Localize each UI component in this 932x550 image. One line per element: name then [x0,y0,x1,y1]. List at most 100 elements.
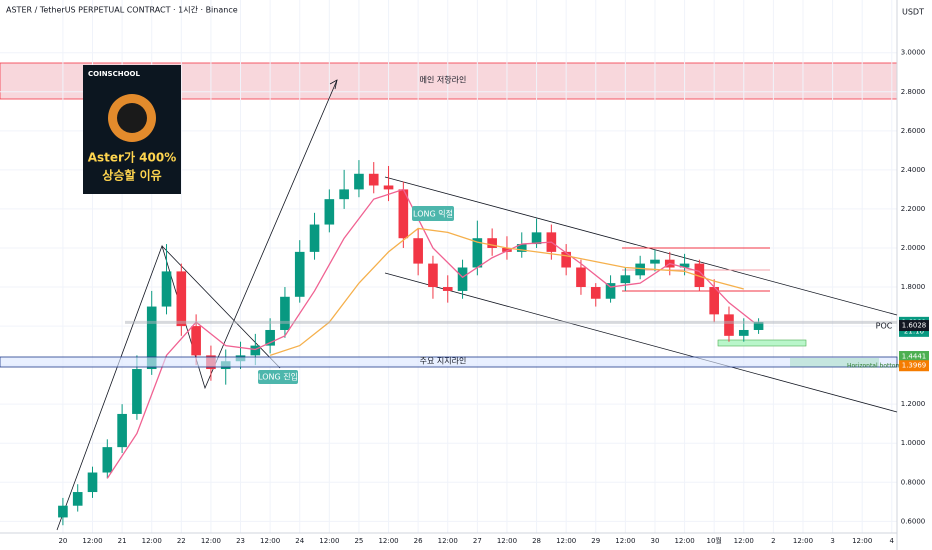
x-tick-label: 27 [473,537,482,545]
thumbnail-line2: 상승할 이유 [102,168,161,183]
x-tick-label: 3 [830,537,834,545]
x-tick-label: 22 [177,537,186,545]
x-tick-label: 12:00 [734,537,754,545]
x-tick-label: 12:00 [142,537,162,545]
candle-body [635,263,645,276]
x-tick-label: 12:00 [438,537,458,545]
entry-badge [258,370,298,384]
candle-body [58,505,68,518]
candle-body [605,283,616,299]
x-tick-label: 10월 [706,536,721,545]
x-tick-label: 30 [651,537,660,545]
y-tick-label: 0.6000 [901,517,926,525]
price-tag-label: 1.6028 [902,322,927,330]
x-tick-label: 12:00 [497,537,517,545]
candle-body [561,251,571,268]
candle-body [250,345,261,356]
thumbnail-logo-inner [117,103,147,133]
candle-body [502,247,512,252]
candle-body [265,329,275,346]
arrow-head [329,79,338,90]
support-label: 주요 지지라인 [420,356,467,366]
x-tick-label: 25 [354,537,363,545]
y-tick-label: 2.2000 [901,205,926,213]
candle-body [413,238,423,264]
candle-body [161,271,172,307]
price-tag-time: 21:10 [904,327,924,335]
candle-body [724,314,734,336]
channel-lower [384,272,898,413]
candle-body [132,369,142,414]
candle-body [709,287,719,315]
candle-body [738,329,749,336]
currency-label: USDT [902,8,924,17]
candle-body [354,173,364,190]
pattern-label: Horizontal bottom [847,363,901,370]
candle-body [694,263,705,288]
y-tick-label: 2.8000 [901,88,926,96]
candle-body [176,271,187,327]
x-tick-label: 12:00 [615,537,635,545]
x-tick-label: 21 [118,537,127,545]
candle-body [324,199,335,225]
candle-body [117,413,127,448]
y-tick-label: 3.0000 [901,49,926,57]
x-tick-label: 26 [414,537,423,545]
x-tick-label: 20 [58,537,67,545]
x-tick-label: 4 [890,537,895,545]
exit-label: LONG 익절 [413,209,453,219]
y-tick-label: 2.0000 [901,244,926,252]
poc-label: POC [876,322,893,331]
candle-body [87,472,98,493]
x-tick-label: 12:00 [319,537,339,545]
moving-average [269,227,744,356]
x-tick-label: 12:00 [260,537,280,545]
plot [58,160,897,526]
candle-body [428,263,438,288]
candle-body [294,251,305,297]
channel-upper [384,176,898,316]
candle-body [753,322,764,330]
moving-average [106,188,755,479]
y-tick-label: 2.6000 [901,127,926,135]
y-tick-label: 1.8000 [901,283,926,291]
x-tick-label: 12:00 [852,537,872,545]
thumbnail: COINSCHOOL Aster가 400% 상승할 이유 [83,65,181,194]
candle-body [191,326,201,356]
entry-label: LONG 진입 [258,372,298,382]
candle-body [679,263,690,268]
candle-body [383,185,394,190]
candle-body [590,287,601,299]
x-tick-label: 12:00 [82,537,102,545]
x-tick-label: 2 [771,537,775,545]
candle-body [620,275,631,284]
x-tick-label: 28 [532,537,541,545]
candle-body [650,259,660,264]
candle-body [487,238,497,248]
x-tick-label: 12:00 [556,537,576,545]
thumbnail-brand: COINSCHOOL [88,70,140,78]
x-tick-label: 12:00 [674,537,694,545]
y-tick-label: 0.8000 [901,478,926,486]
candle-body [457,267,468,291]
candle-body [442,287,453,291]
y-tick-label: 1.0000 [901,439,926,447]
candle-body [531,232,542,245]
x-tick-label: 23 [236,537,245,545]
x-tick-label: 12:00 [793,537,813,545]
price-tag-label: 1.3969 [902,362,927,370]
candle-body [309,224,320,252]
y-tick-label: 2.4000 [901,166,926,174]
candle-body [72,492,83,506]
candle-body [576,267,586,288]
candle-body [398,189,409,239]
demand-box [717,339,807,347]
price-tag [899,351,929,363]
x-tick-label: 29 [591,537,600,545]
resistance-label: 메인 저항라인 [420,75,467,85]
x-tick-label: 12:00 [378,537,398,545]
x-tick-label: 12:00 [201,537,221,545]
candle-body [280,296,290,330]
price-tag-label: 1.4441 [902,353,927,361]
